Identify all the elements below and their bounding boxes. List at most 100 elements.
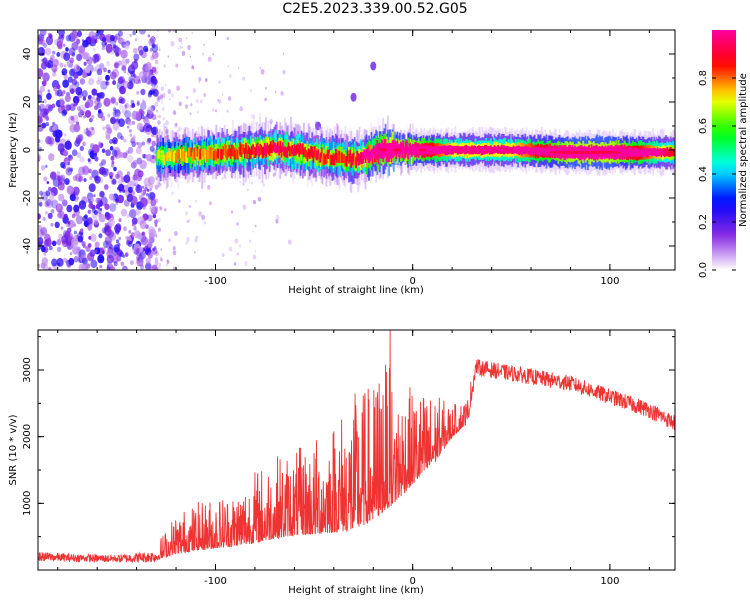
ridge-cell (499, 146, 502, 154)
ridge-cell (286, 146, 289, 158)
noise-blob (151, 140, 157, 147)
noise-blob (228, 74, 232, 79)
noise-blob (126, 125, 130, 129)
noise-blob (137, 256, 141, 261)
ridge-cell (300, 145, 303, 155)
ridge-cell (260, 145, 263, 155)
colorbar-tick-label: 0.6 (698, 118, 709, 134)
noise-blob (149, 192, 156, 200)
noise-blob (104, 42, 107, 46)
ridge-cell (526, 146, 529, 154)
noise-blob (103, 67, 107, 73)
noise-blob (119, 104, 124, 110)
noise-blob (94, 246, 101, 255)
colorbar-axes: 0.0 0.2 0.4 0.6 0.8 (698, 70, 736, 278)
noise-blob (38, 263, 41, 268)
snr-axes: -100 0 100 1000 2000 3000 (22, 330, 675, 587)
ridge-cell (181, 152, 183, 166)
ridge-cell (345, 156, 348, 167)
ridge-cell (492, 146, 495, 154)
ridge-cell (313, 145, 316, 158)
noise-blob (260, 190, 263, 193)
noise-blob (151, 126, 159, 136)
noise-blob (190, 103, 193, 107)
noise-blob (94, 100, 97, 104)
noise-blob (174, 231, 178, 237)
noise-blob (105, 81, 109, 86)
noise-blob (48, 154, 54, 162)
noise-blob (115, 112, 121, 119)
noise-blob (107, 113, 111, 118)
noise-blob (49, 137, 55, 145)
ridge-cell (503, 145, 505, 155)
ridge-cell (485, 144, 488, 154)
noise-blob (120, 49, 128, 59)
noise-blob (133, 53, 140, 61)
ridge-cell (498, 146, 501, 154)
noise-blob (113, 261, 118, 267)
noise-blob (106, 61, 110, 67)
ridge-cell (463, 145, 466, 155)
noise-blob (187, 44, 191, 51)
noise-blob (63, 213, 68, 220)
ridge-cell (327, 152, 330, 167)
ridge-cell (169, 151, 172, 162)
noise-blob (211, 267, 214, 270)
noise-blob (40, 61, 48, 70)
noise-blob (46, 60, 54, 69)
ridge-cell (279, 140, 282, 154)
ridge-cell (659, 148, 662, 156)
noise-blob (61, 110, 67, 117)
noise-blob (104, 225, 111, 233)
noise-blob (87, 209, 92, 215)
noise-blob (198, 80, 201, 84)
noise-blob (52, 50, 56, 55)
noise-blob (81, 51, 88, 60)
ridge-cell (314, 148, 317, 159)
noise-blob (102, 126, 106, 131)
ridge-cell (222, 146, 225, 155)
ridge-cell (235, 148, 238, 160)
noise-blob (117, 30, 123, 37)
ridge-cell (511, 147, 514, 155)
noise-blob (122, 265, 128, 270)
noise-blob (157, 97, 161, 102)
ridge-cell (325, 146, 328, 162)
ridge-cell (351, 153, 354, 166)
ridge-cell (397, 144, 400, 153)
noise-blob (43, 252, 47, 256)
ridge-cell (491, 146, 493, 155)
noise-blob (112, 115, 116, 120)
noise-blob (110, 116, 116, 125)
ridge-cell (513, 146, 516, 154)
noise-blob (146, 153, 153, 162)
spectrogram-ylabel: Frequency (Hz) (8, 112, 19, 188)
ridge-cell (459, 146, 462, 155)
ridge-cell (217, 148, 220, 159)
ridge-cell (228, 144, 231, 157)
noise-blob (38, 105, 42, 113)
ridge-cell (516, 145, 518, 154)
noise-blob (272, 172, 276, 177)
noise-blob (274, 91, 277, 94)
noise-blob (117, 76, 124, 84)
ridge-cell (414, 146, 417, 155)
noise-blob (203, 220, 206, 225)
noise-blob (164, 84, 167, 87)
ridge-peak (379, 148, 388, 152)
noise-blob (120, 261, 125, 266)
noise-blob (157, 265, 161, 270)
ridge-cell (546, 147, 549, 155)
noise-blob (166, 259, 170, 264)
noise-blob (76, 152, 82, 159)
ridge-cell (472, 146, 475, 155)
ridge-cell (668, 147, 671, 158)
ridge-cell (655, 149, 658, 157)
noise-blob (252, 199, 256, 205)
noise-blob (155, 250, 159, 257)
noise-blob (98, 213, 103, 218)
noise-blob (56, 174, 60, 179)
noise-blob (38, 46, 46, 57)
ridge-cell (248, 147, 251, 160)
noise-blob (78, 104, 86, 115)
